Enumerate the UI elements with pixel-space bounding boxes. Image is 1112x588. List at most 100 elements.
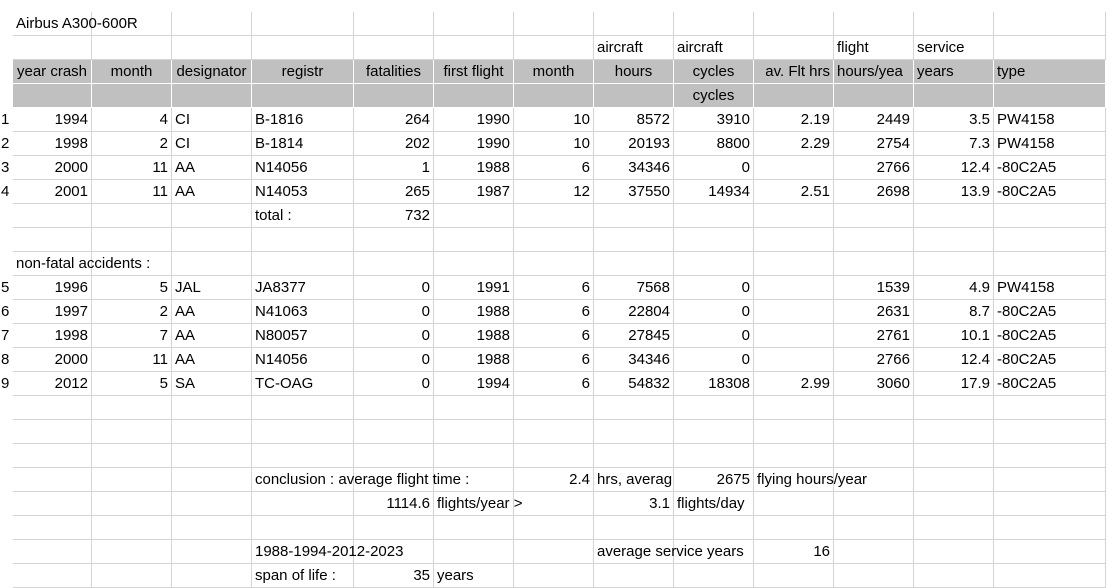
empty-cell[interactable]: [172, 204, 252, 228]
empty-cell[interactable]: [252, 444, 354, 468]
data-cell-fat[interactable]: 1: [354, 156, 434, 180]
empty-cell[interactable]: [92, 492, 172, 516]
empty-cell[interactable]: [994, 468, 1106, 492]
empty-cell[interactable]: [172, 252, 252, 276]
empty-cell[interactable]: [594, 396, 674, 420]
empty-cell[interactable]: [13, 492, 92, 516]
empty-cell[interactable]: [914, 540, 994, 564]
empty-cell[interactable]: [834, 444, 914, 468]
data-cell-type[interactable]: -80C2A5: [994, 300, 1106, 324]
data-cell-month[interactable]: 11: [92, 348, 172, 372]
average-service-label[interactable]: average service years: [594, 540, 744, 564]
data-cell-year[interactable]: 1998: [13, 132, 92, 156]
empty-cell[interactable]: [914, 204, 994, 228]
empty-cell[interactable]: [994, 12, 1106, 36]
empty-cell[interactable]: [434, 540, 514, 564]
avg-flight-time[interactable]: 2.4: [514, 468, 594, 492]
empty-cell[interactable]: [914, 12, 994, 36]
empty-cell[interactable]: [994, 516, 1106, 540]
data-cell-hours[interactable]: 20193: [594, 132, 674, 156]
data-cell-month[interactable]: 11: [92, 180, 172, 204]
header-cell[interactable]: [994, 84, 1106, 108]
data-cell-fat[interactable]: 0: [354, 300, 434, 324]
row-number[interactable]: 8: [1, 351, 10, 368]
empty-cell[interactable]: [172, 564, 252, 588]
span-label[interactable]: span of life :: [252, 564, 354, 588]
data-cell-desig[interactable]: JAL: [172, 276, 252, 300]
empty-cell[interactable]: [754, 564, 834, 588]
flying-hours-value[interactable]: 2675: [674, 468, 754, 492]
data-cell-year[interactable]: 2000: [13, 156, 92, 180]
data-cell-fat[interactable]: 265: [354, 180, 434, 204]
empty-cell[interactable]: [674, 228, 754, 252]
empty-cell[interactable]: [434, 204, 514, 228]
empty-cell[interactable]: [354, 396, 434, 420]
data-cell-type[interactable]: -80C2A5: [994, 372, 1106, 396]
data-cell-type[interactable]: -80C2A5: [994, 156, 1106, 180]
data-cell-hy[interactable]: 2754: [834, 132, 914, 156]
empty-cell[interactable]: [514, 564, 594, 588]
data-cell-avflt[interactable]: [754, 348, 834, 372]
average-service-value[interactable]: 16: [754, 540, 834, 564]
data-cell-hy[interactable]: 3060: [834, 372, 914, 396]
data-cell-years[interactable]: 4.9: [914, 276, 994, 300]
empty-cell[interactable]: [13, 228, 92, 252]
data-cell-ff[interactable]: 1988: [434, 324, 514, 348]
empty-cell[interactable]: [994, 420, 1106, 444]
data-cell-ff[interactable]: 1991: [434, 276, 514, 300]
flights-day-value[interactable]: 3.1: [594, 492, 674, 516]
data-cell-ff[interactable]: 1988: [434, 348, 514, 372]
flying-hours-label[interactable]: flying hours/year: [754, 468, 867, 492]
empty-cell[interactable]: [834, 564, 914, 588]
empty-cell[interactable]: [13, 396, 92, 420]
data-cell-ffm[interactable]: 10: [514, 108, 594, 132]
data-cell-reg[interactable]: B-1814: [252, 132, 354, 156]
empty-cell[interactable]: [92, 12, 172, 36]
empty-cell[interactable]: [914, 420, 994, 444]
empty-cell[interactable]: [92, 252, 172, 276]
header-top-flight[interactable]: flight: [834, 36, 914, 60]
empty-cell[interactable]: [514, 228, 594, 252]
empty-cell[interactable]: [754, 204, 834, 228]
data-cell-year[interactable]: 1997: [13, 300, 92, 324]
row-number[interactable]: 9: [1, 375, 10, 392]
empty-cell[interactable]: [92, 420, 172, 444]
empty-cell[interactable]: [994, 564, 1106, 588]
data-cell-hy[interactable]: 1539: [834, 276, 914, 300]
flights-year-value[interactable]: 1114.6: [354, 492, 434, 516]
empty-cell[interactable]: [172, 444, 252, 468]
data-cell-cycles[interactable]: 3910: [674, 108, 754, 132]
empty-cell[interactable]: [354, 468, 434, 492]
empty-cell[interactable]: [834, 492, 914, 516]
empty-cell[interactable]: [674, 564, 754, 588]
empty-cell[interactable]: [172, 492, 252, 516]
data-cell-ffm[interactable]: 6: [514, 156, 594, 180]
data-cell-month[interactable]: 2: [92, 300, 172, 324]
row-number[interactable]: 4: [1, 183, 10, 200]
data-cell-year[interactable]: 1994: [13, 108, 92, 132]
empty-cell[interactable]: [172, 228, 252, 252]
column-header[interactable]: fatalities: [354, 60, 434, 84]
span-value[interactable]: 35: [354, 564, 434, 588]
empty-cell[interactable]: [834, 468, 914, 492]
data-cell-cycles[interactable]: 0: [674, 348, 754, 372]
data-cell-hy[interactable]: 2766: [834, 348, 914, 372]
data-cell-avflt[interactable]: 2.19: [754, 108, 834, 132]
column-header[interactable]: hours: [594, 60, 674, 84]
data-cell-ffm[interactable]: 6: [514, 324, 594, 348]
data-cell-fat[interactable]: 0: [354, 276, 434, 300]
empty-cell[interactable]: [914, 564, 994, 588]
empty-cell[interactable]: [754, 228, 834, 252]
empty-cell[interactable]: [754, 444, 834, 468]
data-cell-month[interactable]: 2: [92, 132, 172, 156]
empty-cell[interactable]: [754, 516, 834, 540]
empty-cell[interactable]: [514, 444, 594, 468]
empty-cell[interactable]: [434, 468, 514, 492]
data-cell-ff[interactable]: 1994: [434, 372, 514, 396]
data-cell-month[interactable]: 11: [92, 156, 172, 180]
data-cell-type[interactable]: -80C2A5: [994, 180, 1106, 204]
data-cell-reg[interactable]: N41063: [252, 300, 354, 324]
empty-cell[interactable]: [172, 12, 252, 36]
empty-cell[interactable]: [754, 36, 834, 60]
